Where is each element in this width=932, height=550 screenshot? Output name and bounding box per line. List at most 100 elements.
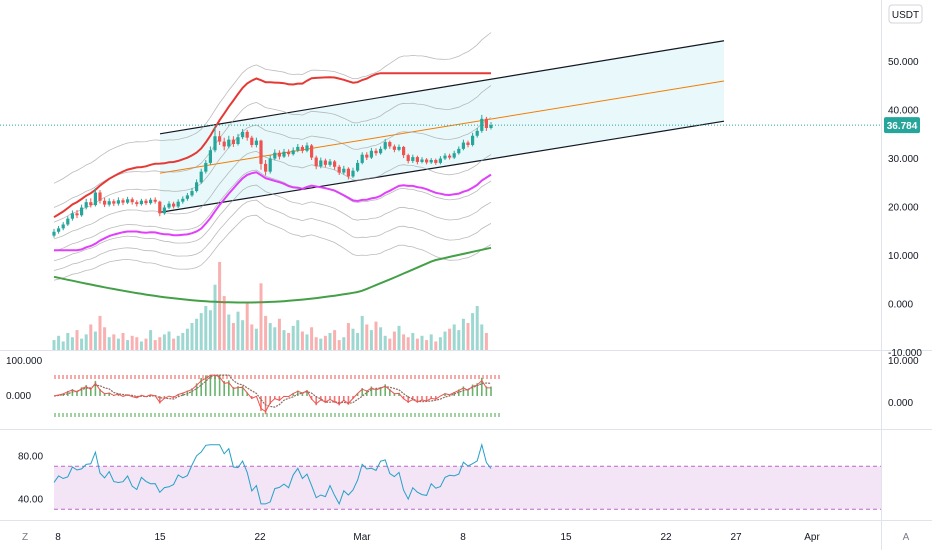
volume-bar	[213, 284, 217, 350]
auto-scale-button-bg[interactable]	[897, 528, 915, 544]
candle-body	[420, 159, 424, 162]
time-tick-label: 15	[560, 532, 572, 543]
candle-body	[388, 142, 392, 147]
time-axis[interactable]: 8 15 22 Mar 8 15 22 27 Apr	[55, 532, 820, 543]
volume-bar	[208, 310, 212, 350]
volume-bar	[328, 332, 332, 350]
volume-bar	[103, 327, 107, 350]
price-pane[interactable]	[0, 32, 881, 351]
volume-bar	[296, 320, 300, 350]
volume-bar	[126, 340, 130, 350]
macd-line	[53, 374, 492, 413]
candle-body	[199, 171, 203, 183]
candle-body	[425, 159, 429, 163]
log-scale-button[interactable]: Z	[16, 528, 34, 544]
candle-body	[222, 141, 226, 147]
candle-body	[296, 146, 300, 151]
channel-upper-line	[159, 40, 725, 135]
price-tick-label: -10.000	[888, 348, 922, 359]
volume-bar	[300, 331, 304, 350]
volume-bar	[323, 335, 327, 350]
candle-body	[351, 170, 355, 177]
channel-midline	[159, 80, 725, 174]
volume-bar	[158, 337, 162, 350]
currency-badge[interactable]	[888, 4, 923, 24]
time-tick-label: Apr	[804, 532, 820, 543]
volume-bar	[411, 332, 415, 350]
volume-bar	[89, 324, 93, 350]
volume-bar	[250, 324, 254, 350]
candle-body	[264, 163, 268, 172]
volume-bar	[227, 314, 231, 350]
volume-bar	[484, 332, 488, 350]
candle-body	[415, 157, 419, 162]
candle-body	[213, 136, 217, 151]
last-price-value: 36.784	[887, 121, 918, 132]
volume-bar	[461, 318, 465, 350]
candle-body	[443, 155, 447, 159]
candle-body	[227, 139, 231, 147]
volume-bar	[52, 340, 56, 350]
time-tick-label: Mar	[353, 532, 371, 543]
volume-bars	[52, 262, 488, 350]
volume-bar	[231, 323, 235, 350]
candle-body	[268, 158, 272, 172]
price-axis[interactable]: USDT 50.000 40.000 30.000 20.000 10.000 0.000…	[888, 4, 923, 359]
volume-bar	[314, 337, 318, 350]
candle-body	[84, 202, 88, 208]
volume-bar	[153, 340, 157, 350]
volume-bar	[415, 338, 419, 350]
candle-body	[236, 137, 240, 144]
candle-body	[135, 202, 139, 205]
candle-body	[231, 139, 235, 144]
rsi-zone-fill	[54, 466, 881, 510]
candle-body	[103, 200, 107, 205]
candle-body	[429, 160, 433, 163]
candle-body	[411, 157, 415, 161]
volume-bar	[112, 334, 116, 350]
volume-bar	[218, 262, 222, 350]
volume-bar	[346, 323, 350, 350]
candle-body	[181, 198, 185, 202]
volume-bar	[319, 338, 323, 350]
rsi-pane[interactable]: 80.00 40.00	[18, 442, 881, 510]
candle-body	[379, 148, 383, 154]
volume-bar	[360, 315, 364, 350]
rsi-tick-label: 40.00	[18, 495, 43, 506]
time-tick-label: 8	[460, 532, 466, 543]
candle-body	[328, 161, 332, 165]
macd-pane[interactable]: 100.000 0.000 10.000 0.000	[6, 356, 919, 417]
volume-bar	[379, 327, 383, 350]
candle-body	[397, 146, 401, 150]
volume-bar	[116, 338, 120, 350]
volume-bar	[254, 328, 258, 350]
volume-bar	[365, 324, 369, 350]
currency-label: USDT	[892, 10, 919, 21]
price-tick-label: 40.000	[888, 106, 919, 117]
volume-bar	[167, 331, 171, 350]
auto-scale-button[interactable]: A	[897, 528, 915, 544]
volume-bar	[268, 323, 272, 350]
volume-bar	[236, 311, 240, 350]
log-scale-button-bg[interactable]	[16, 528, 34, 544]
candle-body	[57, 228, 61, 232]
candle-body	[342, 168, 346, 173]
volume-bar	[144, 338, 148, 350]
volume-bar	[425, 340, 429, 350]
regression-channel[interactable]	[159, 40, 725, 213]
volume-bar	[452, 324, 456, 350]
volume-bar	[162, 334, 166, 350]
gray-band-line	[53, 184, 492, 262]
last-price-tag: 36.784	[884, 117, 920, 134]
candle-body	[365, 154, 369, 158]
volume-bar	[420, 335, 424, 350]
volume-bar	[66, 332, 70, 350]
volume-bar	[429, 334, 433, 350]
volume-bar	[130, 335, 134, 350]
candle-body	[149, 199, 153, 204]
candle-body	[176, 201, 180, 207]
volume-bar	[282, 330, 286, 350]
log-scale-button-label: Z	[22, 532, 28, 543]
candle-body	[273, 152, 277, 159]
